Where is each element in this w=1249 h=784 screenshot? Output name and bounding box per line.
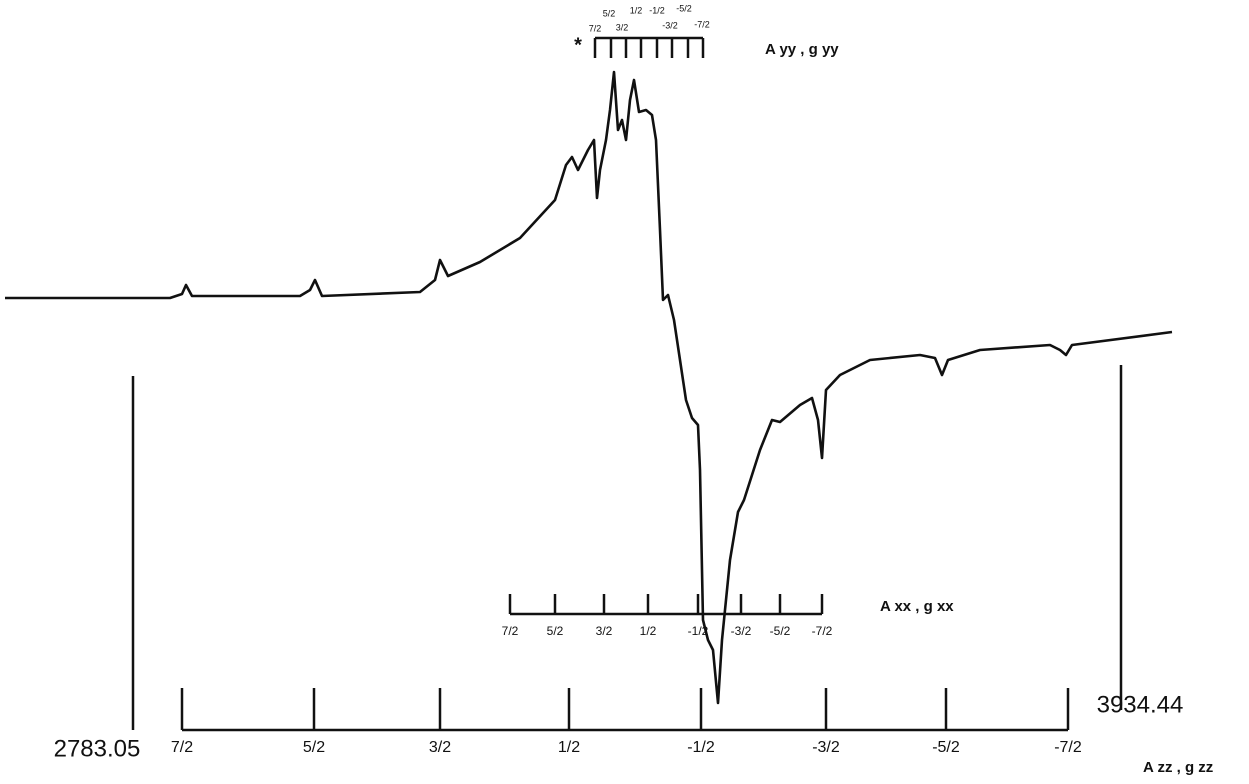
xx-tick-label: 7/2	[502, 624, 519, 638]
yy-tick-label: -1/2	[649, 5, 665, 15]
xx-tick-label: -1/2	[688, 624, 709, 638]
zz-tick-label: -5/2	[932, 739, 960, 756]
field-end: 3934.44	[1097, 691, 1184, 718]
zz-tick-label: 5/2	[303, 739, 325, 756]
yy-tick-label: 7/2	[589, 23, 602, 33]
yy-tick-label: 5/2	[603, 8, 616, 18]
zz-tick-label: -3/2	[812, 739, 840, 756]
yy-label: A yy , g yy	[765, 41, 839, 58]
zz-tick-label: 1/2	[558, 739, 580, 756]
xx-tick-label: 3/2	[596, 624, 613, 638]
zz-tick-label: 7/2	[171, 739, 193, 756]
field-start: 2783.05	[54, 735, 141, 762]
xx-tick-label: 5/2	[547, 624, 564, 638]
epr-spectrum	[5, 70, 1173, 705]
yy-tick-label: 1/2	[630, 5, 643, 15]
xx-tick-label: -7/2	[812, 624, 833, 638]
zz-tick-label: -7/2	[1054, 739, 1082, 756]
yy-tick-label: -7/2	[694, 19, 710, 29]
yy-tick-label: 3/2	[616, 22, 629, 32]
xx-tick-label: 1/2	[640, 624, 657, 638]
zz-tick-label: 3/2	[429, 739, 451, 756]
yy-tick-label: -5/2	[676, 3, 692, 13]
xx-tick-label: -3/2	[731, 624, 752, 638]
xx-tick-label: -5/2	[770, 624, 791, 638]
zz-label: A zz , g zz	[1143, 759, 1213, 776]
asterisk: *	[574, 34, 582, 56]
xx-label: A xx , g xx	[880, 598, 954, 615]
zz-tick-label: -1/2	[687, 739, 715, 756]
yy-tick-label: -3/2	[662, 20, 678, 30]
